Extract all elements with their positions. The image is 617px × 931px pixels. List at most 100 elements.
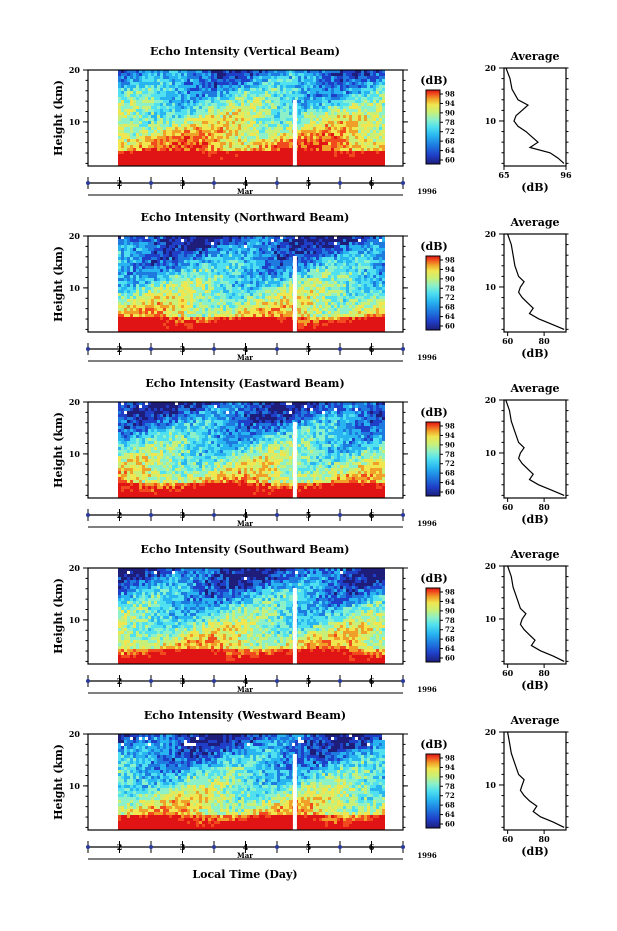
colorbar-tick-label: 60 xyxy=(445,488,455,497)
y-tick-label: 10 xyxy=(69,781,81,791)
time-tick-marker xyxy=(149,513,153,517)
heatmap-cells xyxy=(118,568,385,664)
year-label: 1996 xyxy=(417,685,437,694)
time-tick-marker xyxy=(86,845,90,849)
panel-title: Echo Intensity (Northward Beam) xyxy=(141,211,350,224)
heatmap-cells xyxy=(118,70,385,166)
plot-frame xyxy=(87,235,404,333)
data-gap xyxy=(292,588,297,664)
time-tick-marker xyxy=(149,181,153,185)
y-tick-label: 20 xyxy=(69,231,81,241)
time-tick-marker xyxy=(86,679,90,683)
time-tick-marker xyxy=(401,513,405,517)
profile-title: Average xyxy=(509,216,559,229)
profile-y-tick-label: 20 xyxy=(485,727,497,737)
colorbar-tick-label: 90 xyxy=(445,772,455,781)
colorbar-tick-label: 68 xyxy=(445,801,455,810)
month-label: Mar xyxy=(237,187,253,196)
panel-3: Echo Intensity (Southward Beam) 20 10 Heigh… xyxy=(52,543,569,694)
colorbar-tick-label: 94 xyxy=(445,597,455,606)
colorbar-tick-label: 90 xyxy=(445,606,455,615)
x-tick-label: 3 xyxy=(180,842,186,852)
colorbar-tick-label: 72 xyxy=(445,791,455,800)
heatmap-cells xyxy=(118,734,385,830)
colorbar-tick-label: 72 xyxy=(445,293,455,302)
plot-frame xyxy=(87,69,404,167)
x-tick-label: 4 xyxy=(243,842,249,852)
time-tick-marker xyxy=(275,679,279,683)
x-tick-label: 4 xyxy=(243,510,249,520)
colorbar-tick-label: 72 xyxy=(445,625,455,634)
colorbar-tick-label: 60 xyxy=(445,654,455,663)
x-tick-label: 3 xyxy=(180,344,186,354)
time-tick-marker xyxy=(338,513,342,517)
year-label: 1996 xyxy=(417,187,437,196)
month-label: Mar xyxy=(237,519,253,528)
profile-x-label: (dB) xyxy=(521,181,548,194)
colorbar-tick-label: 64 xyxy=(445,810,455,819)
time-tick-marker xyxy=(401,347,405,351)
profile-line xyxy=(507,233,565,330)
colorbar-label: (dB) xyxy=(420,240,447,253)
time-tick-marker xyxy=(275,513,279,517)
month-label: Mar xyxy=(237,685,253,694)
y-axis-label: Height (km) xyxy=(52,578,65,654)
time-tick-marker xyxy=(212,845,216,849)
time-tick-marker xyxy=(212,513,216,517)
x-tick-label: 6 xyxy=(369,676,375,686)
colorbar-label: (dB) xyxy=(420,406,447,419)
profile-y-tick-label: 20 xyxy=(485,561,497,571)
colorbar-tick-label: 68 xyxy=(445,469,455,478)
colorbar-tick-label: 98 xyxy=(445,422,455,431)
y-tick-label: 20 xyxy=(69,729,81,739)
bottom-xlabel: Local Time (Day) xyxy=(192,868,297,881)
colorbar xyxy=(425,89,441,165)
colorbar xyxy=(425,421,441,497)
x-tick-label: 2 xyxy=(117,842,123,852)
data-gap xyxy=(292,256,297,332)
colorbar-tick-label: 94 xyxy=(445,265,455,274)
colorbar-tick-label: 78 xyxy=(445,782,455,791)
profile-x-tick-label: 60 xyxy=(502,834,514,844)
profile-x-tick-label: 60 xyxy=(502,502,514,512)
profile-frame xyxy=(503,399,567,499)
x-tick-label: 2 xyxy=(117,178,123,188)
panel-title: Echo Intensity (Southward Beam) xyxy=(141,543,350,556)
month-label: Mar xyxy=(237,851,253,860)
y-tick-label: 20 xyxy=(69,65,81,75)
colorbar-tick-label: 64 xyxy=(445,146,455,155)
time-tick-marker xyxy=(401,845,405,849)
colorbar xyxy=(425,587,441,663)
colorbar-tick-label: 64 xyxy=(445,644,455,653)
profile-x-label: (dB) xyxy=(521,845,548,858)
y-tick-label: 20 xyxy=(69,397,81,407)
profile-frame xyxy=(503,565,567,665)
profile-title: Average xyxy=(509,548,559,561)
profile-line xyxy=(505,399,565,496)
x-tick-label: 6 xyxy=(369,344,375,354)
colorbar xyxy=(425,255,441,331)
profile-y-tick-label: 10 xyxy=(485,282,497,292)
profile-line xyxy=(505,67,565,164)
y-tick-label: 10 xyxy=(69,449,81,459)
profile-line xyxy=(507,731,565,828)
profile-title: Average xyxy=(509,714,559,727)
data-gap xyxy=(292,754,297,830)
colorbar-tick-label: 68 xyxy=(445,137,455,146)
colorbar-tick-label: 98 xyxy=(445,90,455,99)
colorbar-tick-label: 90 xyxy=(445,108,455,117)
panel-title: Echo Intensity (Westward Beam) xyxy=(144,709,346,722)
y-tick-label: 10 xyxy=(69,283,81,293)
x-tick-label: 5 xyxy=(306,676,312,686)
colorbar-tick-label: 72 xyxy=(445,127,455,136)
colorbar xyxy=(425,753,441,829)
colorbar-label: (dB) xyxy=(420,74,447,87)
heatmap-cells xyxy=(118,236,385,332)
profile-y-tick-label: 20 xyxy=(485,395,497,405)
time-tick-marker xyxy=(212,679,216,683)
time-tick-marker xyxy=(212,347,216,351)
x-tick-label: 2 xyxy=(117,676,123,686)
profile-x-tick-label: 80 xyxy=(539,336,551,346)
profile-x-tick-label: 60 xyxy=(502,668,514,678)
